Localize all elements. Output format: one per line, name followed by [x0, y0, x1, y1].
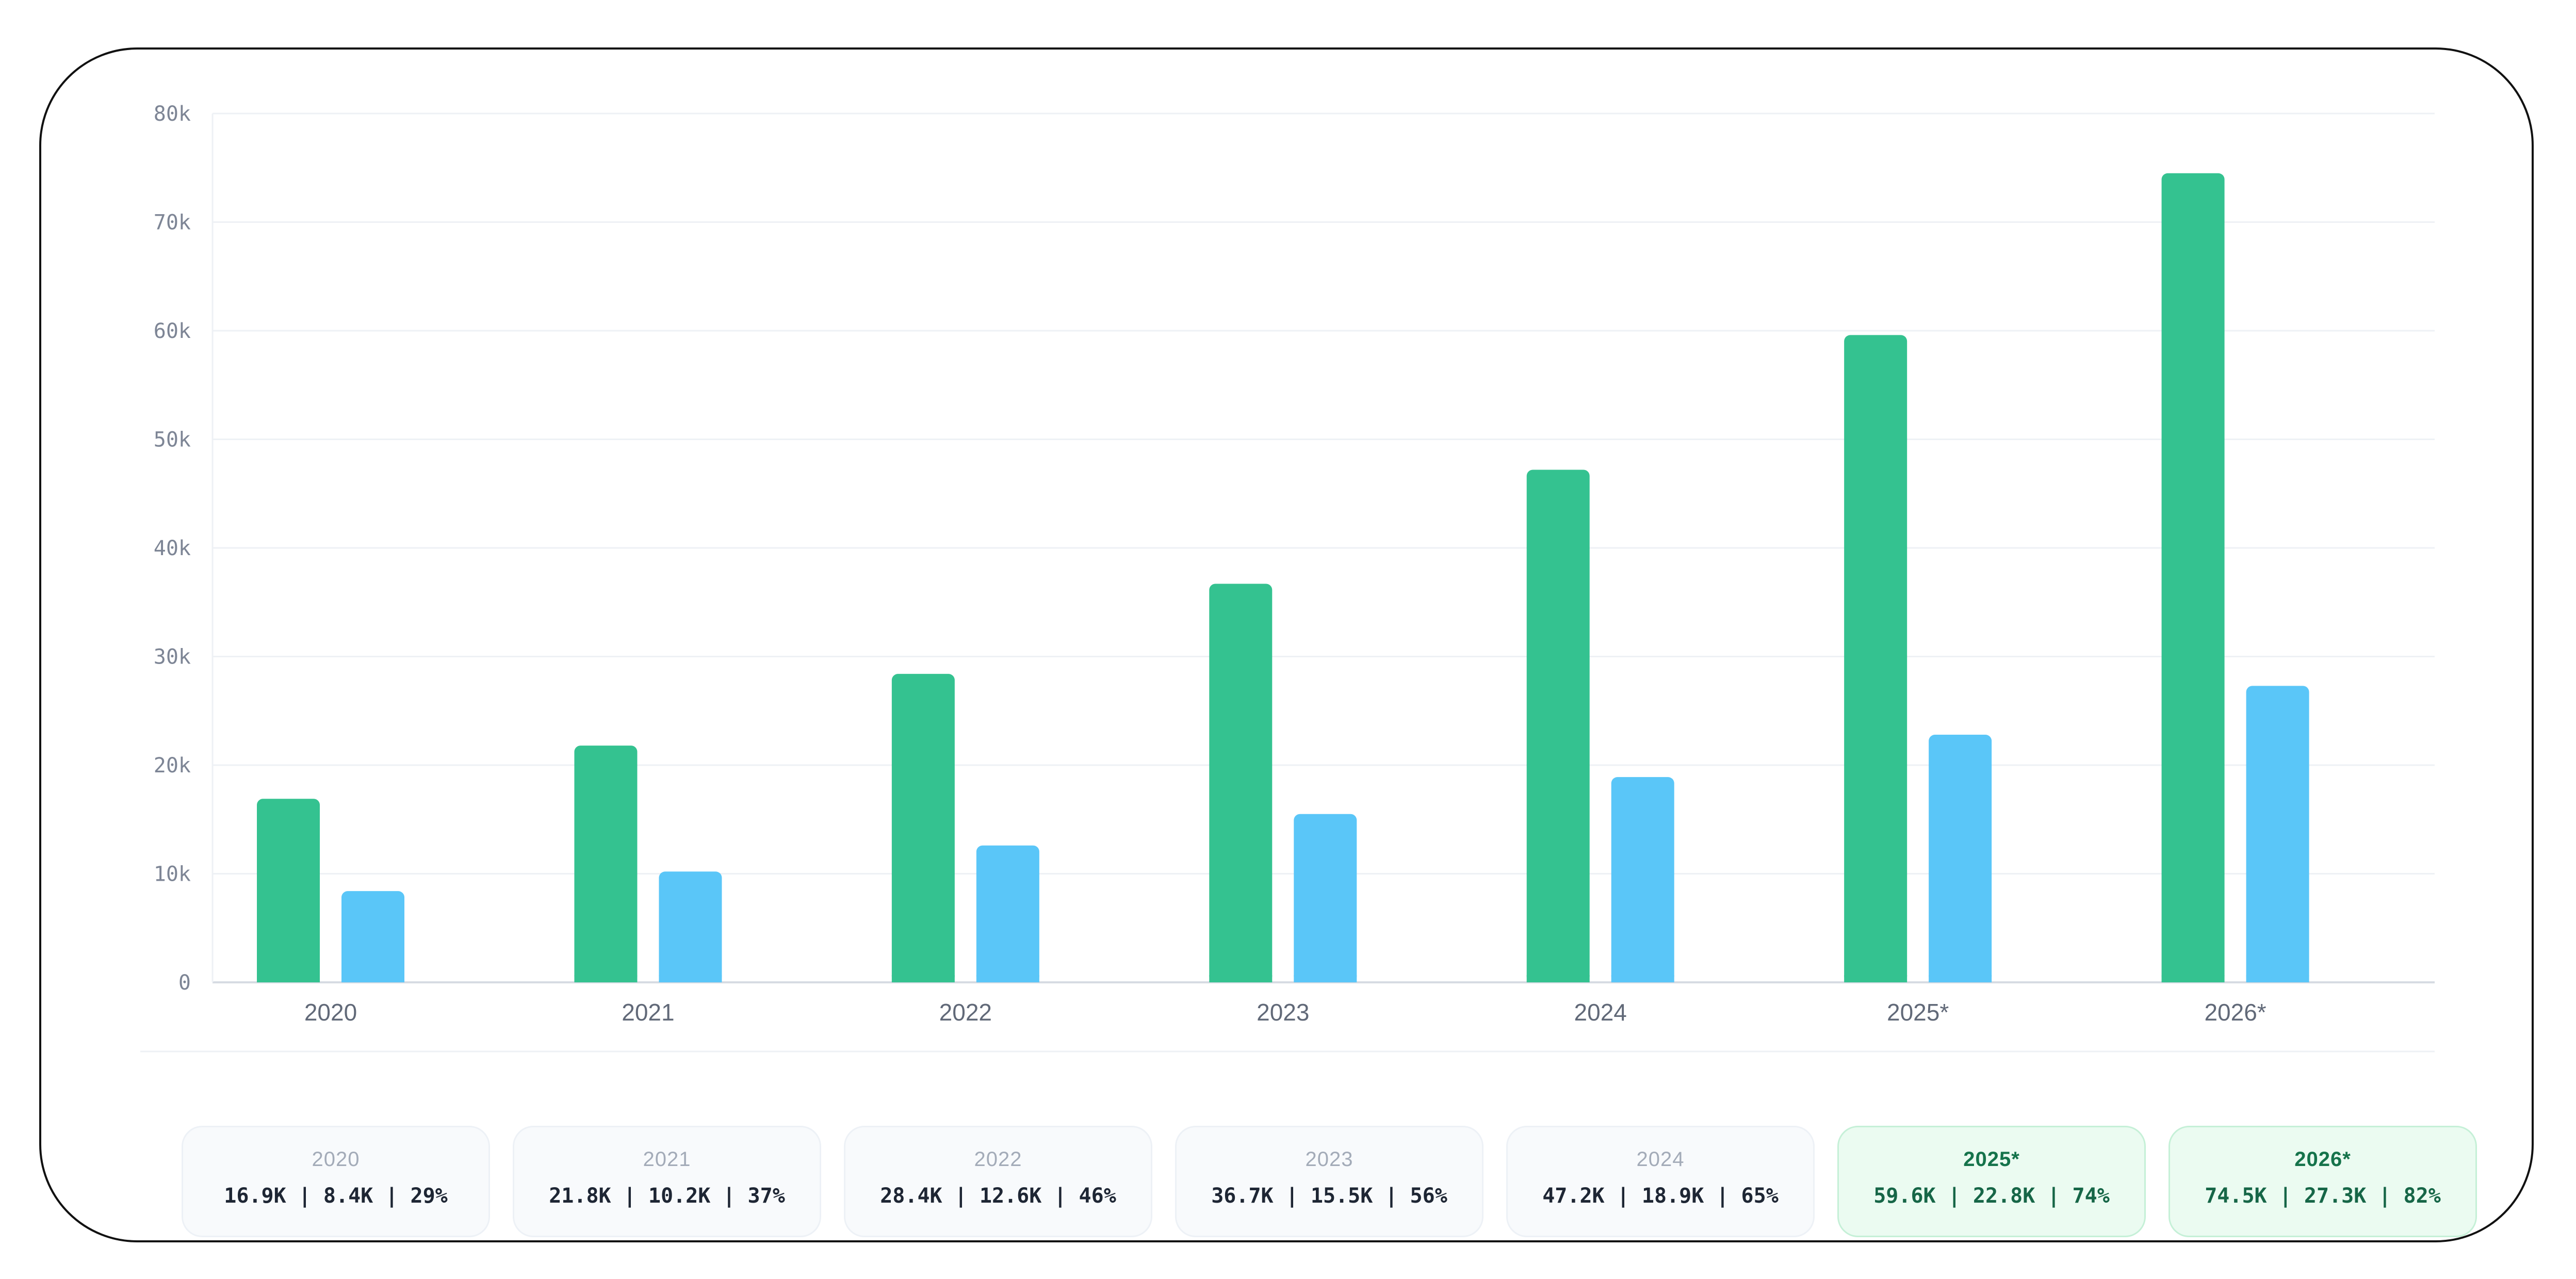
y-axis-ticks: 0 10k 20k 30k 40k 50k 60k 70k 80k	[154, 102, 191, 995]
bar-2021-series-2	[659, 871, 722, 982]
y-tick-label: 20k	[154, 754, 191, 778]
bar-2026-series-1	[2161, 173, 2225, 982]
x-tick-label: 2024	[1574, 999, 1627, 1026]
summary-card-year: 2020	[312, 1148, 360, 1171]
summary-card-stats: 16.9K | 8.4K | 29%	[224, 1184, 448, 1208]
bar-base-2022-series-1	[891, 975, 955, 982]
x-tick-label: 2025*	[1887, 999, 1949, 1026]
bar-2020-series-1	[257, 799, 320, 982]
summary-card-stats: 47.2K | 18.9K | 65%	[1542, 1184, 1779, 1208]
bar-base-2025-series-1	[1844, 975, 1907, 982]
summary-card-year: 2024	[1636, 1148, 1685, 1171]
chart-card: 0 10k 20k 30k 40k 50k 60k 70k 80k 2020 2021 2022 20…	[39, 47, 2534, 1242]
y-tick-label: 0	[178, 971, 191, 995]
gridlines	[140, 112, 2435, 1053]
x-tick-label: 2023	[1257, 999, 1309, 1026]
y-tick-label: 50k	[154, 428, 191, 452]
summary-cards: 2020 16.9K | 8.4K | 29% 2021 21.8K | 10.…	[182, 1126, 2477, 1237]
summary-card-2021: 2021 21.8K | 10.2K | 37%	[513, 1126, 821, 1237]
bar-2020-series-2	[341, 891, 404, 982]
summary-card-2022: 2022 28.4K | 12.6K | 46%	[844, 1126, 1152, 1237]
summary-card-stats: 21.8K | 10.2K | 37%	[549, 1184, 785, 1208]
summary-card-year: 2026*	[2294, 1148, 2351, 1171]
summary-card-year: 2025*	[1963, 1148, 2020, 1171]
bar-base-2024-series-1	[1526, 975, 1590, 982]
summary-card-stats: 59.6K | 22.8K | 74%	[1873, 1184, 2110, 1208]
bar-base-2021-series-2	[659, 975, 722, 982]
bar-2024-series-2	[1611, 777, 1674, 982]
x-tick-label: 2020	[304, 999, 357, 1026]
bar-base-2023-series-1	[1209, 975, 1273, 982]
x-tick-label: 2021	[622, 999, 674, 1026]
y-tick-label: 10k	[154, 863, 191, 886]
summary-card-2024: 2024 47.2K | 18.9K | 65%	[1506, 1126, 1815, 1237]
bar-base-2025-series-2	[1929, 975, 1992, 982]
summary-card-stats: 28.4K | 12.6K | 46%	[880, 1184, 1116, 1208]
x-tick-label: 2022	[939, 999, 992, 1026]
bar-base-2026-series-2	[2246, 975, 2309, 982]
x-tick-label: 2026*	[2204, 999, 2266, 1026]
summary-card-stats: 36.7K | 15.5K | 56%	[1211, 1184, 1447, 1208]
bar-2022-series-2	[976, 845, 1039, 982]
bar-base-2023-series-2	[1294, 975, 1357, 982]
bar-base-2020-series-2	[341, 975, 404, 982]
y-tick-label: 80k	[154, 102, 191, 126]
bar-base-2026-series-1	[2161, 975, 2225, 982]
summary-card-2023: 2023 36.7K | 15.5K | 56%	[1175, 1126, 1483, 1237]
summary-card-year: 2022	[974, 1148, 1022, 1171]
y-tick-label: 30k	[154, 645, 191, 669]
bar-2023-series-2	[1294, 814, 1357, 982]
bar-2022-series-1	[891, 674, 955, 982]
bars	[257, 173, 2309, 983]
summary-card-2025-projected: 2025* 59.6K | 22.8K | 74%	[1837, 1126, 2146, 1237]
bar-base-2020-series-1	[257, 975, 320, 982]
bar-2026-series-2	[2246, 686, 2309, 982]
x-axis-ticks: 2020 2021 2022 2023 2024 2025* 2026*	[304, 999, 2267, 1026]
bar-base-2024-series-2	[1611, 975, 1674, 982]
y-tick-label: 40k	[154, 537, 191, 560]
y-tick-label: 70k	[154, 211, 191, 235]
bar-2024-series-1	[1526, 469, 1590, 982]
bar-base-2022-series-2	[976, 975, 1039, 982]
summary-card-2020: 2020 16.9K | 8.4K | 29%	[182, 1126, 490, 1237]
bar-2025-series-2	[1929, 735, 1992, 982]
bar-2023-series-1	[1209, 584, 1273, 982]
y-tick-label: 60k	[154, 319, 191, 343]
bar-base-2021-series-1	[574, 975, 638, 982]
summary-card-2026-projected: 2026* 74.5K | 27.3K | 82%	[2169, 1126, 2477, 1237]
summary-card-year: 2023	[1305, 1148, 1354, 1171]
bar-2021-series-1	[574, 746, 638, 982]
summary-card-stats: 74.5K | 27.3K | 82%	[2205, 1184, 2441, 1208]
bar-2025-series-1	[1844, 335, 1907, 983]
summary-card-year: 2021	[643, 1148, 691, 1171]
